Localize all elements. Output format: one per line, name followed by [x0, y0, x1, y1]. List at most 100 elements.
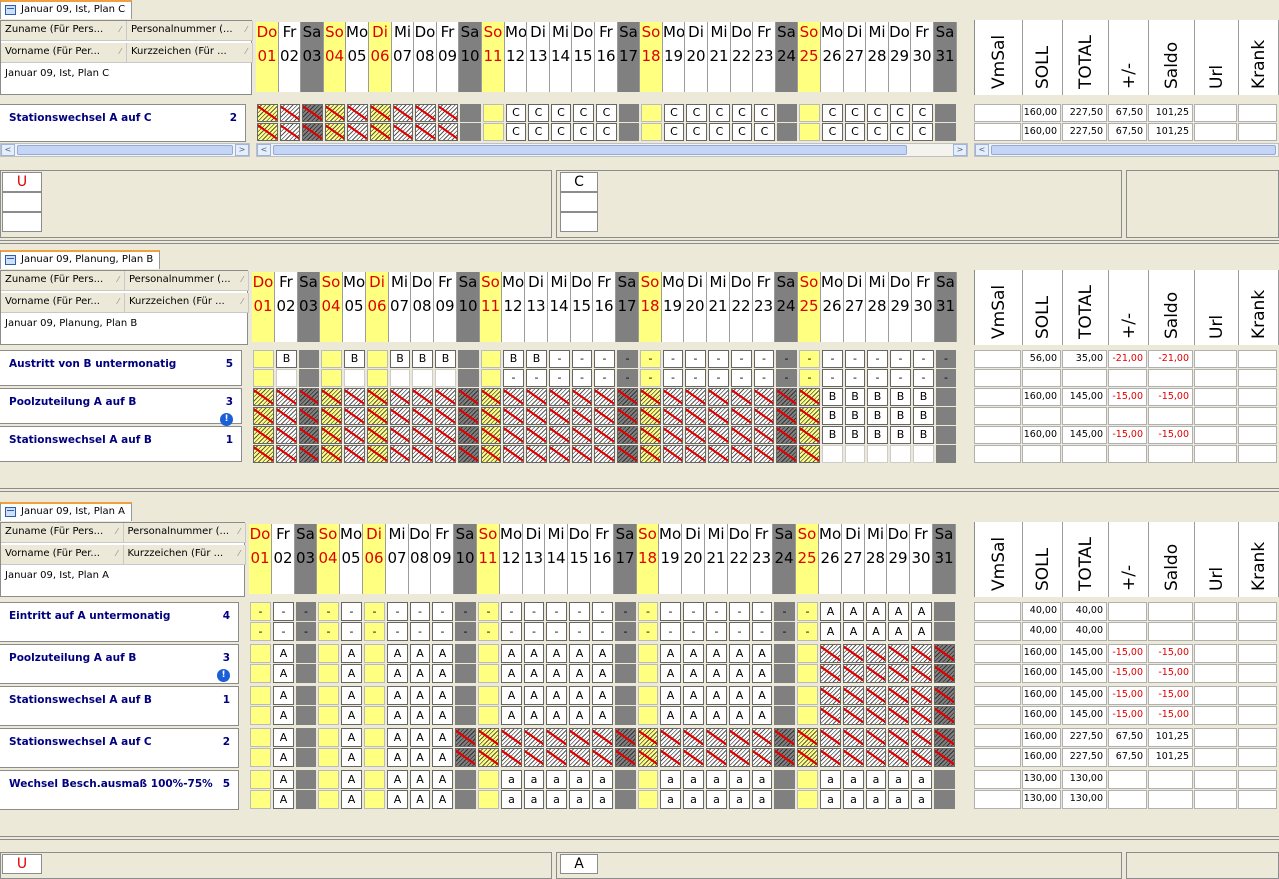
shift-cell[interactable]: B	[845, 426, 865, 444]
shift-cell[interactable]: A	[683, 686, 704, 705]
shift-cell[interactable]: -	[799, 369, 820, 387]
shift-cell[interactable]: a	[569, 790, 590, 809]
shift-cell[interactable]: -	[594, 350, 615, 368]
shift-cell[interactable]	[594, 388, 615, 406]
shift-cell[interactable]: B	[822, 426, 843, 444]
shift-cell[interactable]: A	[410, 770, 430, 789]
shift-cell[interactable]: -	[501, 622, 522, 641]
shift-cell[interactable]	[638, 706, 658, 725]
shift-cell[interactable]: C	[664, 104, 684, 122]
shift-cell[interactable]	[617, 426, 638, 444]
shift-cell[interactable]: B	[845, 407, 865, 425]
shift-cell[interactable]: -	[708, 350, 729, 368]
shift-cell[interactable]: -	[341, 602, 362, 621]
shift-cell[interactable]	[481, 445, 501, 463]
shift-cell[interactable]: A	[752, 644, 772, 663]
shift-cell[interactable]: C	[573, 104, 594, 122]
shift-cell[interactable]	[250, 728, 271, 747]
firstname-column-header[interactable]: Vorname (Für Per... ⁄	[1, 293, 125, 313]
shift-cell[interactable]	[663, 388, 683, 406]
shift-cell[interactable]: a	[866, 790, 886, 809]
shift-cell[interactable]: A	[432, 706, 453, 725]
shift-cell[interactable]	[935, 104, 956, 122]
shift-cell[interactable]: -	[478, 622, 499, 641]
shift-cell[interactable]	[934, 728, 955, 747]
shift-cell[interactable]: -	[776, 350, 797, 368]
shift-cell[interactable]: C	[528, 123, 549, 141]
shift-cell[interactable]	[911, 748, 932, 767]
shift-cell[interactable]: A	[273, 664, 294, 683]
shift-cell[interactable]	[276, 445, 297, 463]
shift-cell[interactable]	[913, 445, 934, 463]
shift-cell[interactable]: A	[387, 644, 408, 663]
shift-cell[interactable]	[460, 123, 481, 141]
shift-cell[interactable]	[250, 770, 271, 789]
shift-cell[interactable]: A	[569, 686, 590, 705]
shift-cell[interactable]	[799, 407, 820, 425]
shift-cell[interactable]	[774, 664, 795, 683]
shift-cell[interactable]	[911, 706, 932, 725]
shift-cell[interactable]	[799, 445, 820, 463]
panel-tab[interactable]: Januar 09, Ist, Plan C	[0, 0, 133, 19]
shift-cell[interactable]: A	[341, 770, 362, 789]
personnel-number-column-header[interactable]: Personalnummer (... ⁄	[123, 523, 246, 543]
shift-cell[interactable]	[250, 706, 271, 725]
shift-cell[interactable]: A	[911, 622, 932, 641]
shift-cell[interactable]: A	[432, 644, 453, 663]
shift-cell[interactable]	[347, 104, 368, 122]
firstname-column-header[interactable]: Vorname (Für Per... ⁄	[1, 545, 124, 565]
shift-cell[interactable]: A	[592, 664, 613, 683]
shift-cell[interactable]: a	[501, 790, 522, 809]
shift-cell[interactable]	[296, 770, 316, 789]
shift-cell[interactable]	[936, 426, 956, 444]
shift-cell[interactable]: -	[663, 369, 683, 387]
shift-cell[interactable]	[478, 664, 499, 683]
shift-cell[interactable]	[276, 388, 297, 406]
shift-cell[interactable]	[481, 350, 501, 368]
shift-cell[interactable]	[458, 350, 479, 368]
shift-cell[interactable]: -	[822, 369, 843, 387]
shift-cell[interactable]: A	[569, 664, 590, 683]
shift-cell[interactable]	[706, 748, 727, 767]
shift-cell[interactable]	[455, 686, 476, 705]
shift-cell[interactable]: B	[822, 388, 843, 406]
shift-cell[interactable]	[458, 445, 479, 463]
shift-cell[interactable]	[641, 104, 662, 122]
shift-cell[interactable]	[776, 407, 797, 425]
shift-cell[interactable]	[592, 728, 613, 747]
shift-cell[interactable]	[638, 728, 658, 747]
shift-cell[interactable]	[888, 686, 909, 705]
shift-cell[interactable]	[731, 407, 752, 425]
shift-cell[interactable]	[549, 426, 570, 444]
shift-cell[interactable]	[777, 104, 797, 122]
shift-cell[interactable]	[572, 426, 592, 444]
shift-cell[interactable]	[412, 426, 433, 444]
shift-cell[interactable]	[250, 748, 271, 767]
shift-cell[interactable]	[888, 728, 909, 747]
shift-cell[interactable]: -	[776, 369, 797, 387]
employee-row-label[interactable]: Stationswechsel A auf B 1	[0, 686, 239, 726]
shift-cell[interactable]	[503, 388, 524, 406]
shift-cell[interactable]: A	[888, 602, 909, 621]
shift-cell[interactable]: -	[432, 622, 453, 641]
shift-cell[interactable]	[299, 350, 319, 368]
scroll-right-button[interactable]: >	[235, 144, 249, 156]
shift-cell[interactable]	[458, 369, 479, 387]
shift-cell[interactable]: a	[729, 790, 750, 809]
shift-cell[interactable]	[640, 445, 661, 463]
shift-cell[interactable]: -	[387, 602, 408, 621]
shift-cell[interactable]: A	[387, 664, 408, 683]
shift-cell[interactable]: A	[843, 602, 864, 621]
shift-cell[interactable]: a	[888, 770, 909, 789]
shift-cell[interactable]	[867, 445, 888, 463]
shift-cell[interactable]	[435, 388, 456, 406]
scrollbar-names[interactable]: < >	[0, 143, 250, 157]
shift-cell[interactable]	[615, 686, 636, 705]
shift-cell[interactable]	[503, 445, 524, 463]
shift-cell[interactable]: -	[660, 622, 681, 641]
shift-cell[interactable]: A	[660, 686, 681, 705]
shift-cell[interactable]: -	[685, 350, 706, 368]
shift-cell[interactable]	[797, 748, 818, 767]
shift-cell[interactable]	[501, 748, 522, 767]
shift-cell[interactable]: A	[501, 686, 522, 705]
